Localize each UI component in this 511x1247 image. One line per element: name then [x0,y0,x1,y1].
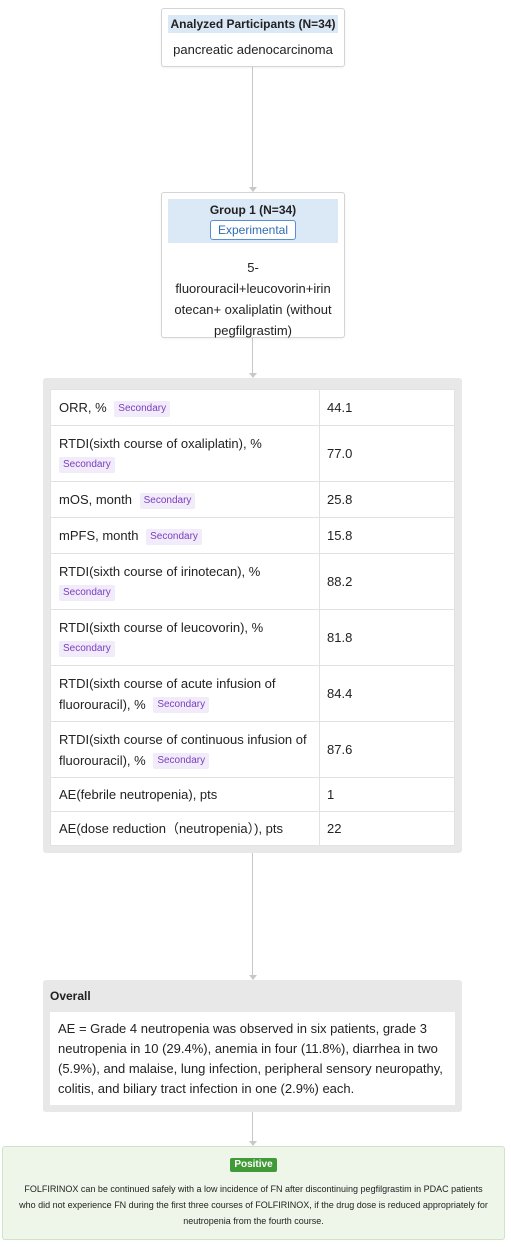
outcome-value: 25.8 [319,481,455,518]
outcome-label-cell: AE(dose reduction（neutropenia）), pts [50,811,320,846]
outcome-value: 81.8 [319,609,455,666]
outcome-label: AE(dose reduction（neutropenia）), pts [59,821,284,836]
outcome-value: 22 [319,811,455,846]
group-intervention: 5- fluorouracil+leucovorin+irin otecan+ … [170,257,336,341]
group-box: Group 1 (N=34) Experimental 5- fluoroura… [161,192,345,338]
connector-arrow [249,975,257,980]
overall-text: AE = Grade 4 neutropenia was observed in… [50,1012,455,1105]
outcome-label-cell: mPFS, month Secondary [50,517,320,554]
outcome-label: ORR, % [59,400,107,415]
intervention-line: pegfilgrastim) [213,323,293,338]
table-row: AE(febrile neutropenia), pts 1 [50,777,455,812]
table-row: RTDI(sixth course of irinotecan), % Secon… [50,553,455,610]
arm-type-badge: Experimental [209,220,297,240]
outcome-label-cell: RTDI(sixth course of continuous infusion… [50,721,320,778]
outcome-value: 15.8 [319,517,455,554]
table-row: RTDI(sixth course of leucovorin), % Secon… [50,609,455,666]
conclusion-box: Positive FOLFIRINOX can be continued saf… [2,1146,505,1240]
table-row: ORR, % Secondary 44.1 [50,389,455,426]
outcome-label-cell: RTDI(sixth course of irinotecan), % Secon… [50,553,320,610]
outcome-label-cell: ORR, % Secondary [50,389,320,426]
outcome-value: 77.0 [319,425,455,482]
outcomes-table: ORR, % Secondary 44.1 RTDI(sixth course … [50,389,455,846]
overall-panel: Overall AE = Grade 4 neutropenia was obs… [43,980,462,1112]
connector-line [252,1112,253,1142]
outcome-value: 84.4 [319,665,455,722]
intervention-line: 5- [247,260,259,275]
table-row: mOS, month Secondary 25.8 [50,481,455,518]
outcome-label-cell: AE(febrile neutropenia), pts [50,777,320,812]
participants-box: Analyzed Participants (N=34) pancreatic … [161,8,345,67]
outcome-label: RTDI(sixth course of continuous infusion… [59,731,307,768]
connector-line [252,67,253,188]
outcomes-panel: ORR, % Secondary 44.1 RTDI(sixth course … [43,378,462,853]
secondary-tag: Secondary [114,400,171,417]
conclusion-text: FOLFIRINOX can be continued safely with … [19,1184,488,1226]
intervention-line: otecan+ oxaliplatin (without [174,302,332,317]
connector-line [252,338,253,374]
outcome-value: 44.1 [319,389,455,426]
outcome-label: mPFS, month [59,528,139,543]
table-row: RTDI(sixth course of continuous infusion… [50,721,455,778]
group-header: Group 1 (N=34) Experimental [168,199,338,243]
positive-badge: Positive [230,1158,277,1172]
secondary-tag: Secondary [153,753,210,770]
secondary-tag: Secondary [59,641,115,658]
participants-condition: pancreatic adenocarcinoma [173,42,333,57]
participants-title: Analyzed Participants (N=34) [168,15,338,33]
outcome-label: RTDI(sixth course of acute infusion of f… [59,675,276,712]
outcome-label: mOS, month [59,492,132,507]
outcome-label-cell: RTDI(sixth course of acute infusion of f… [50,665,320,722]
intervention-line: fluorouracil+leucovorin+irin [175,281,331,296]
connector-arrow [249,1141,257,1146]
outcome-label: RTDI(sixth course of leucovorin), % [59,619,264,635]
outcome-value: 87.6 [319,721,455,778]
group-title: Group 1 (N=34) [209,203,297,217]
table-row: RTDI(sixth course of oxaliplatin), % Seco… [50,425,455,482]
overall-title: Overall [50,989,91,1003]
secondary-tag: Secondary [146,528,202,545]
secondary-tag: Secondary [153,697,210,714]
secondary-tag: Secondary [139,492,196,509]
outcome-value: 1 [319,777,455,812]
outcome-label: RTDI(sixth course of oxaliplatin), % [59,435,262,451]
table-row: mPFS, month Secondary 15.8 [50,517,455,554]
outcome-value: 88.2 [319,553,455,610]
table-row: AE(dose reduction（neutropenia）), pts 22 [50,811,455,846]
table-row: RTDI(sixth course of acute infusion of f… [50,665,455,722]
connector-arrow [249,187,257,192]
outcome-label-cell: mOS, month Secondary [50,481,320,518]
outcome-label-cell: RTDI(sixth course of oxaliplatin), % Seco… [50,425,320,482]
connector-arrow [249,373,257,378]
outcome-label: RTDI(sixth course of irinotecan), % [59,563,261,579]
connector-line [252,853,253,976]
secondary-tag: Secondary [59,585,115,602]
outcome-label-cell: RTDI(sixth course of leucovorin), % Secon… [50,609,320,666]
secondary-tag: Secondary [59,457,115,474]
outcome-label: AE(febrile neutropenia), pts [59,787,218,802]
